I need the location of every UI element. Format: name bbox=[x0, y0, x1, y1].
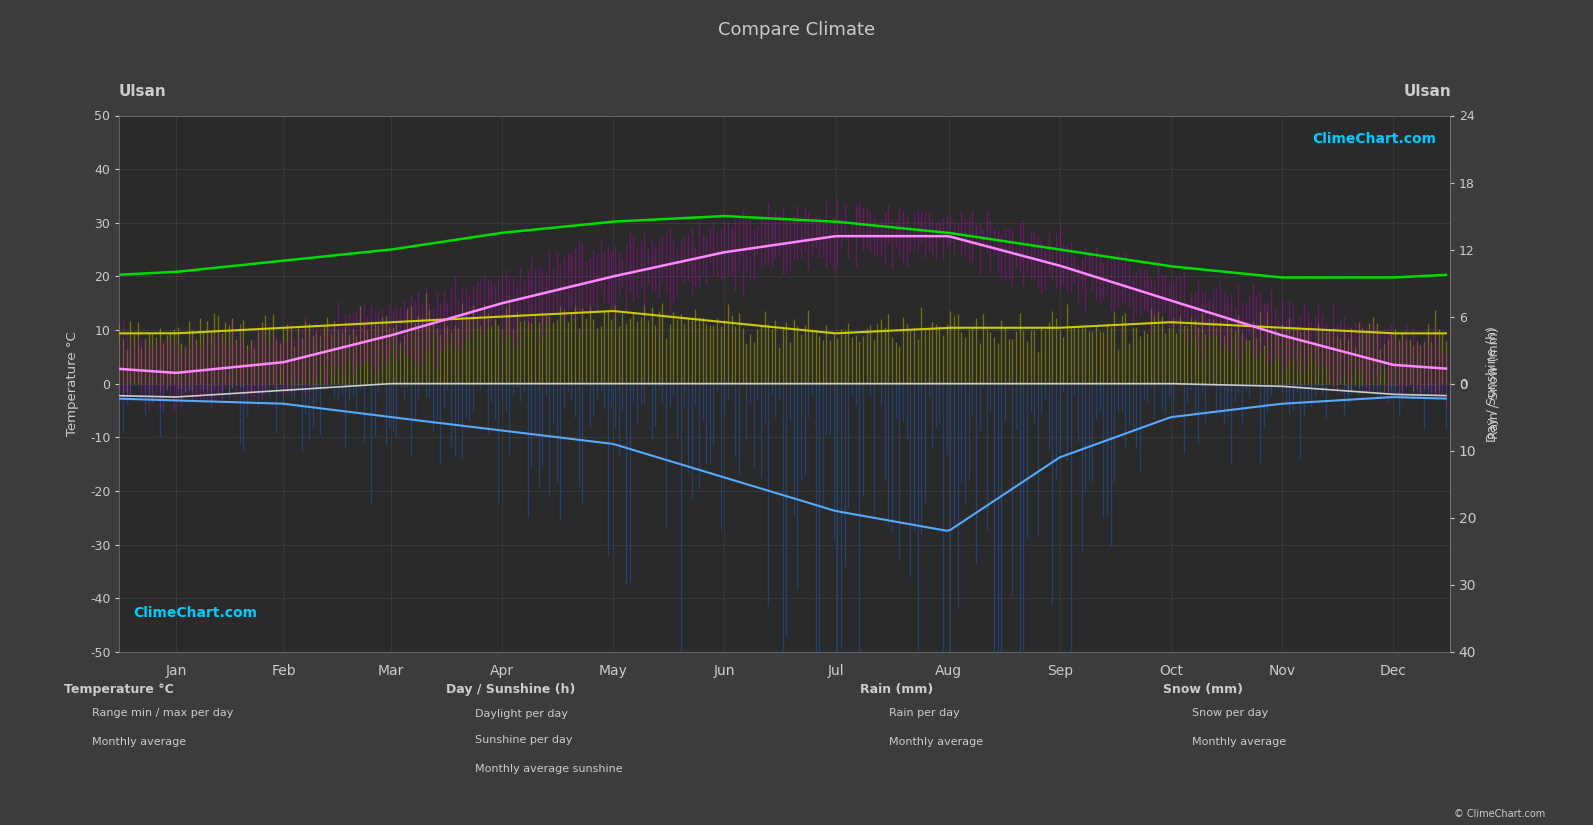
Text: ClimeChart.com: ClimeChart.com bbox=[132, 606, 256, 620]
Text: Temperature °C: Temperature °C bbox=[64, 683, 174, 696]
Text: Monthly average: Monthly average bbox=[1192, 737, 1286, 747]
Text: Ulsan: Ulsan bbox=[118, 84, 166, 100]
Text: Rain per day: Rain per day bbox=[889, 708, 959, 718]
Text: Monthly average: Monthly average bbox=[92, 737, 186, 747]
Text: Monthly average sunshine: Monthly average sunshine bbox=[475, 764, 623, 774]
Text: Compare Climate: Compare Climate bbox=[718, 21, 875, 39]
Text: Monthly average: Monthly average bbox=[889, 737, 983, 747]
Text: © ClimeChart.com: © ClimeChart.com bbox=[1454, 808, 1545, 818]
Text: Rain (mm): Rain (mm) bbox=[860, 683, 933, 696]
Y-axis label: Temperature °C: Temperature °C bbox=[65, 332, 78, 436]
Y-axis label: Day / Sunshine (h): Day / Sunshine (h) bbox=[1486, 326, 1499, 441]
Text: Ulsan: Ulsan bbox=[1403, 84, 1451, 100]
Text: Sunshine per day: Sunshine per day bbox=[475, 735, 572, 745]
Text: Day / Sunshine (h): Day / Sunshine (h) bbox=[446, 683, 575, 696]
Text: Snow per day: Snow per day bbox=[1192, 708, 1268, 718]
Text: Range min / max per day: Range min / max per day bbox=[92, 708, 234, 718]
Text: Snow (mm): Snow (mm) bbox=[1163, 683, 1243, 696]
Text: ClimeChart.com: ClimeChart.com bbox=[1313, 131, 1437, 145]
Y-axis label: Rain / Snow (mm): Rain / Snow (mm) bbox=[1488, 328, 1501, 440]
Text: Daylight per day: Daylight per day bbox=[475, 710, 567, 719]
